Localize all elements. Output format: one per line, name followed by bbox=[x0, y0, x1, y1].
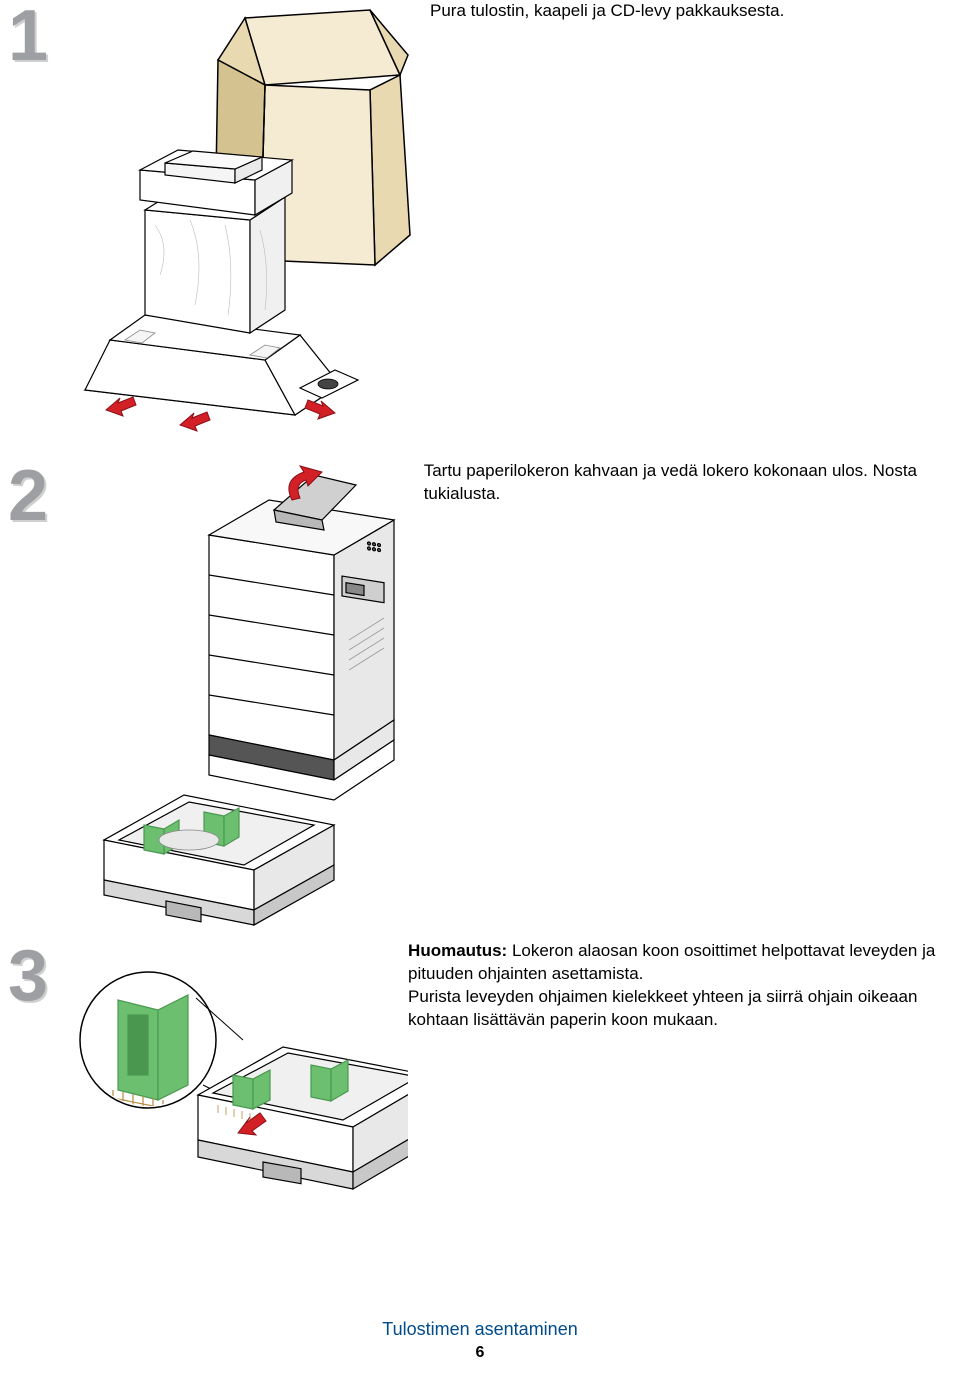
step-1-text: Pura tulostin, kaapeli ja CD-levy pakkau… bbox=[430, 0, 804, 23]
step-3-body-text: Purista leveyden ohjaimen kielekkeet yht… bbox=[408, 987, 917, 1029]
step-2-number: 2 bbox=[0, 460, 64, 532]
step-2-illustration bbox=[64, 460, 424, 930]
step-3-number: 3 bbox=[0, 940, 48, 1012]
step-1: 1 bbox=[0, 0, 960, 460]
page-footer: Tulostimen asentaminen 6 bbox=[0, 1319, 960, 1362]
step-2-text: Tartu paperilokeron kahvaan ja vedä loke… bbox=[424, 460, 960, 506]
step-3: 3 bbox=[0, 940, 960, 1280]
footer-page-number: 6 bbox=[0, 1344, 960, 1362]
step-1-illustration bbox=[70, 0, 430, 440]
adjust-guides-icon bbox=[48, 940, 408, 1220]
footer-title: Tulostimen asentaminen bbox=[0, 1319, 960, 1340]
step-3-text: Huomautus: Lokeron alaosan koon osoittim… bbox=[408, 940, 960, 1032]
unpack-box-icon bbox=[70, 0, 430, 440]
step-3-illustration bbox=[48, 940, 408, 1220]
page: 1 bbox=[0, 0, 960, 1382]
step-1-number: 1 bbox=[0, 0, 70, 72]
remove-tray-icon bbox=[64, 460, 424, 930]
step-2: 2 bbox=[0, 460, 960, 940]
step-3-note-label: Huomautus: bbox=[408, 941, 507, 960]
